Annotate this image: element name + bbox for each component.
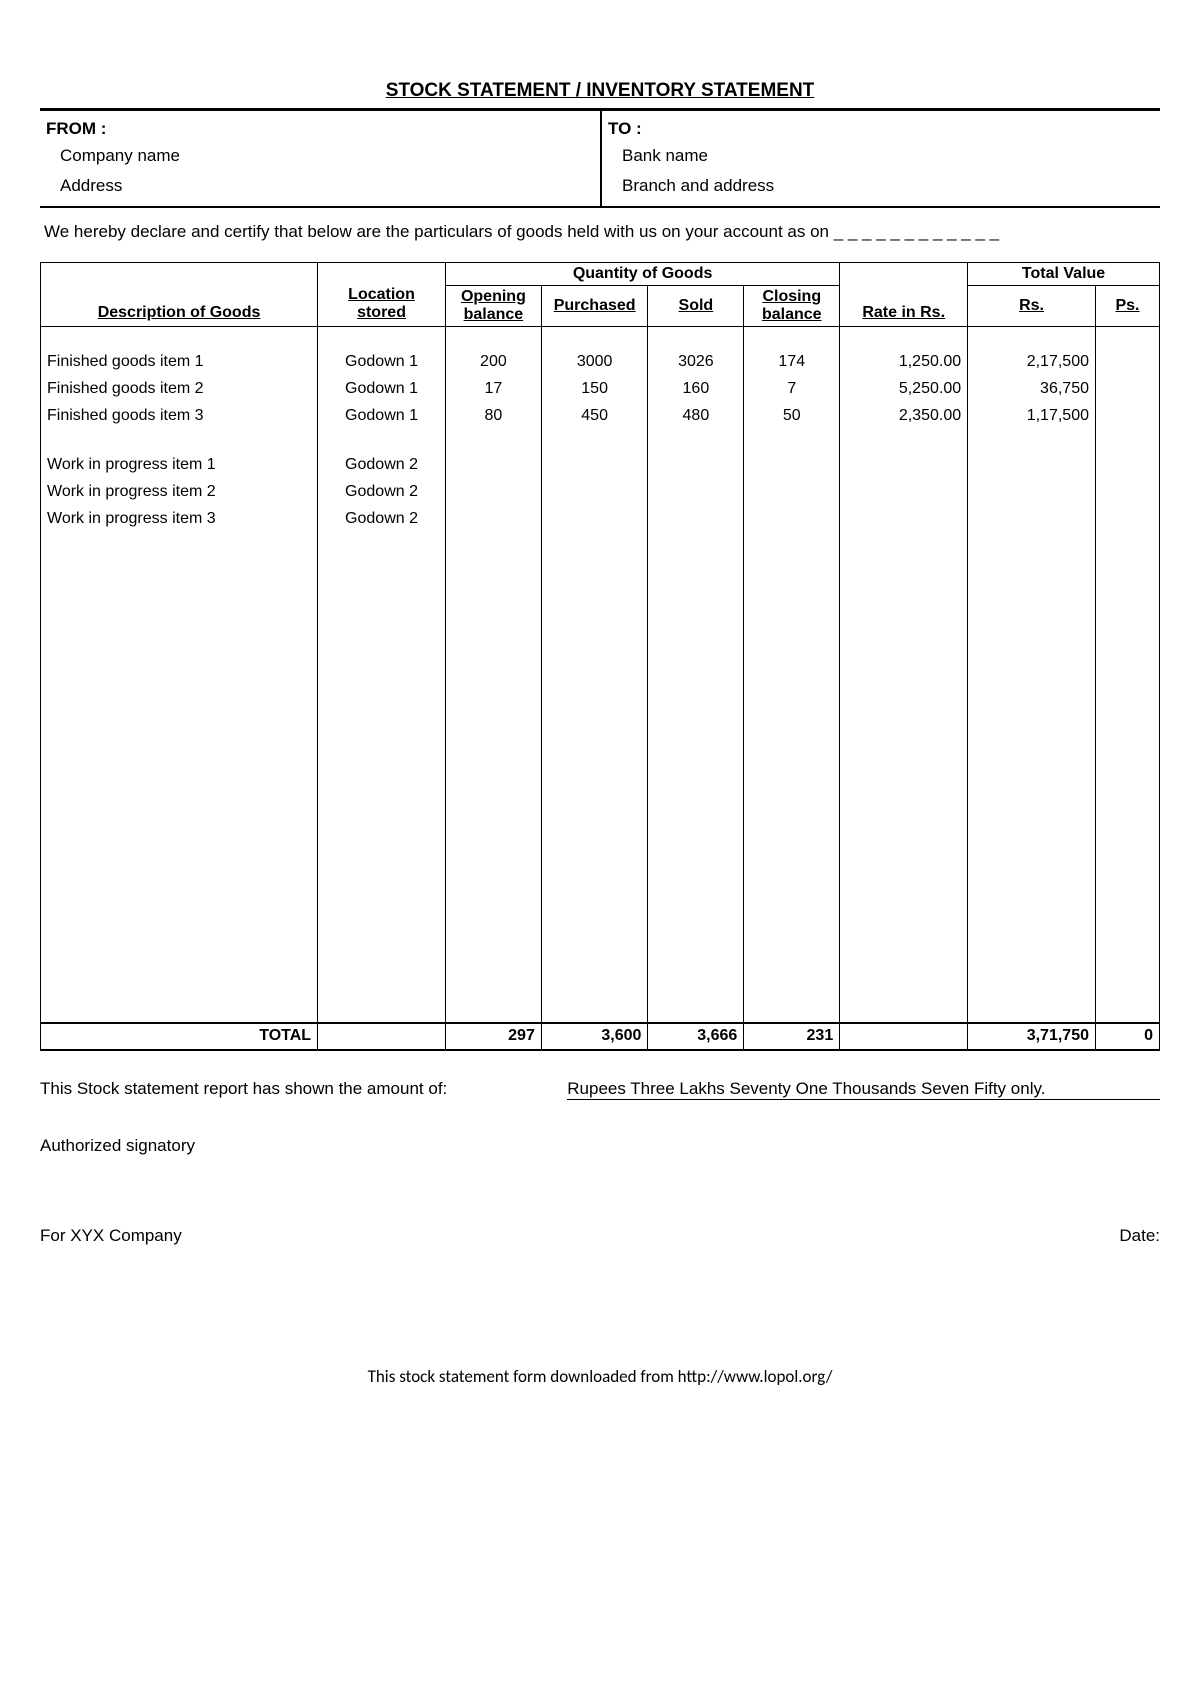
from-address: Address (60, 173, 594, 199)
th-closing: Closingbalance (744, 286, 840, 327)
total-ps: 0 (1095, 1023, 1159, 1050)
from-label: FROM : (46, 119, 594, 139)
th-purchased: Purchased (541, 286, 648, 327)
auth-signatory: Authorized signatory (40, 1136, 1160, 1156)
th-description: Description of Goods (41, 263, 318, 327)
total-purch: 3,600 (541, 1023, 648, 1050)
total-sold: 3,666 (648, 1023, 744, 1050)
amount-label: This Stock statement report has shown th… (40, 1079, 447, 1100)
amount-words: Rupees Three Lakhs Seventy One Thousands… (567, 1079, 1160, 1100)
from-company: Company name (60, 143, 594, 169)
declaration-text: We hereby declare and certify that below… (40, 208, 1160, 262)
total-label: TOTAL (41, 1023, 318, 1050)
from-block: FROM : Company name Address (40, 111, 600, 206)
th-qty-group: Quantity of Goods (445, 263, 839, 286)
stock-statement-page: STOCK STATEMENT / INVENTORY STATEMENT FR… (0, 0, 1200, 1427)
table-row: Finished goods item 1Godown 120030003026… (41, 349, 1160, 376)
header-box: FROM : Company name Address TO : Bank na… (40, 108, 1160, 208)
table-row: Work in progress item 1Godown 2 (41, 452, 1160, 479)
table-row: Finished goods item 2Godown 11715016075,… (41, 376, 1160, 403)
total-row: TOTAL 297 3,600 3,666 231 3,71,750 0 (41, 1023, 1160, 1050)
total-rs: 3,71,750 (968, 1023, 1096, 1050)
to-bank: Bank name (622, 143, 1154, 169)
total-open: 297 (445, 1023, 541, 1050)
stock-table: Description of Goods Location stored Qua… (40, 262, 1160, 1051)
to-block: TO : Bank name Branch and address (600, 111, 1160, 206)
th-total-group: Total Value (968, 263, 1160, 286)
th-ps: Ps. (1095, 286, 1159, 327)
th-rate: Rate in Rs. (840, 263, 968, 327)
below-section: This Stock statement report has shown th… (40, 1079, 1160, 1246)
th-rs: Rs. (968, 286, 1096, 327)
for-company: For XYX Company (40, 1226, 182, 1246)
th-opening: Openingbalance (445, 286, 541, 327)
th-sold: Sold (648, 286, 744, 327)
th-location: Location stored (318, 263, 446, 327)
page-title: STOCK STATEMENT / INVENTORY STATEMENT (40, 80, 1160, 102)
total-close: 231 (744, 1023, 840, 1050)
to-branch: Branch and address (622, 173, 1154, 199)
download-note: This stock statement form downloaded fro… (40, 1366, 1160, 1387)
table-row: Work in progress item 2Godown 2 (41, 479, 1160, 506)
table-row: Finished goods item 3Godown 180450480502… (41, 403, 1160, 430)
to-label: TO : (608, 119, 1154, 139)
date-label: Date: (1119, 1226, 1160, 1246)
table-row: Work in progress item 3Godown 2 (41, 506, 1160, 533)
